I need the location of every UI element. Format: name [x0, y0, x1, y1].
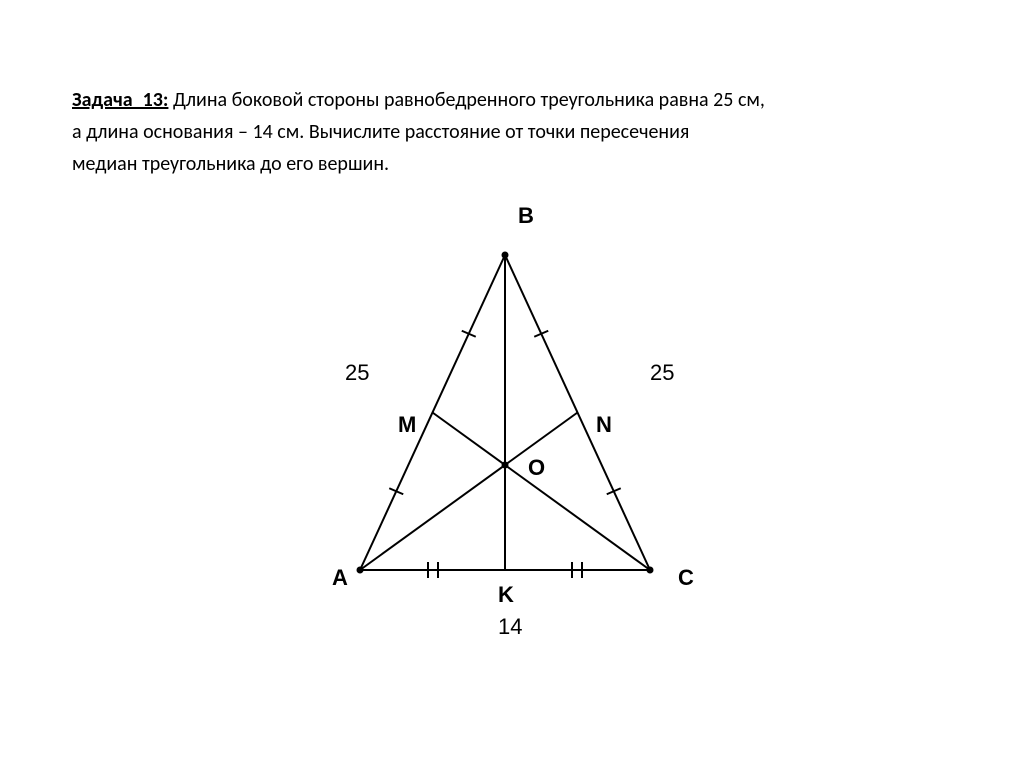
label-M: M — [398, 412, 416, 437]
label-N: N — [596, 412, 612, 437]
label-B: B — [518, 203, 534, 228]
label-O: O — [528, 455, 545, 480]
label-A: A — [332, 565, 348, 590]
side-label-right: 25 — [650, 360, 674, 385]
median-AN — [360, 413, 578, 571]
side-label-left: 25 — [345, 360, 369, 385]
label-C: C — [678, 565, 694, 590]
diagram-svg: A B C M N K O 25 25 14 — [260, 200, 760, 650]
problem-line2: а длина основания – 14 см. Вычислите рас… — [72, 120, 689, 144]
median-CM — [433, 413, 651, 571]
dot-C — [647, 567, 654, 574]
triangle-diagram: A B C M N K O 25 25 14 — [260, 200, 760, 650]
dot-B — [502, 252, 509, 259]
problem-line3: медиан треугольника до его вершин. — [72, 152, 389, 176]
side-label-base: 14 — [498, 614, 522, 639]
dot-A — [357, 567, 364, 574]
problem-title: Задача_13: — [72, 88, 168, 112]
problem-line1: Длина боковой стороны равнобедренного тр… — [168, 88, 765, 112]
problem-statement: Задача_13: Длина боковой стороны равнобе… — [72, 84, 984, 180]
dot-O — [502, 462, 509, 469]
label-K: K — [498, 582, 514, 607]
